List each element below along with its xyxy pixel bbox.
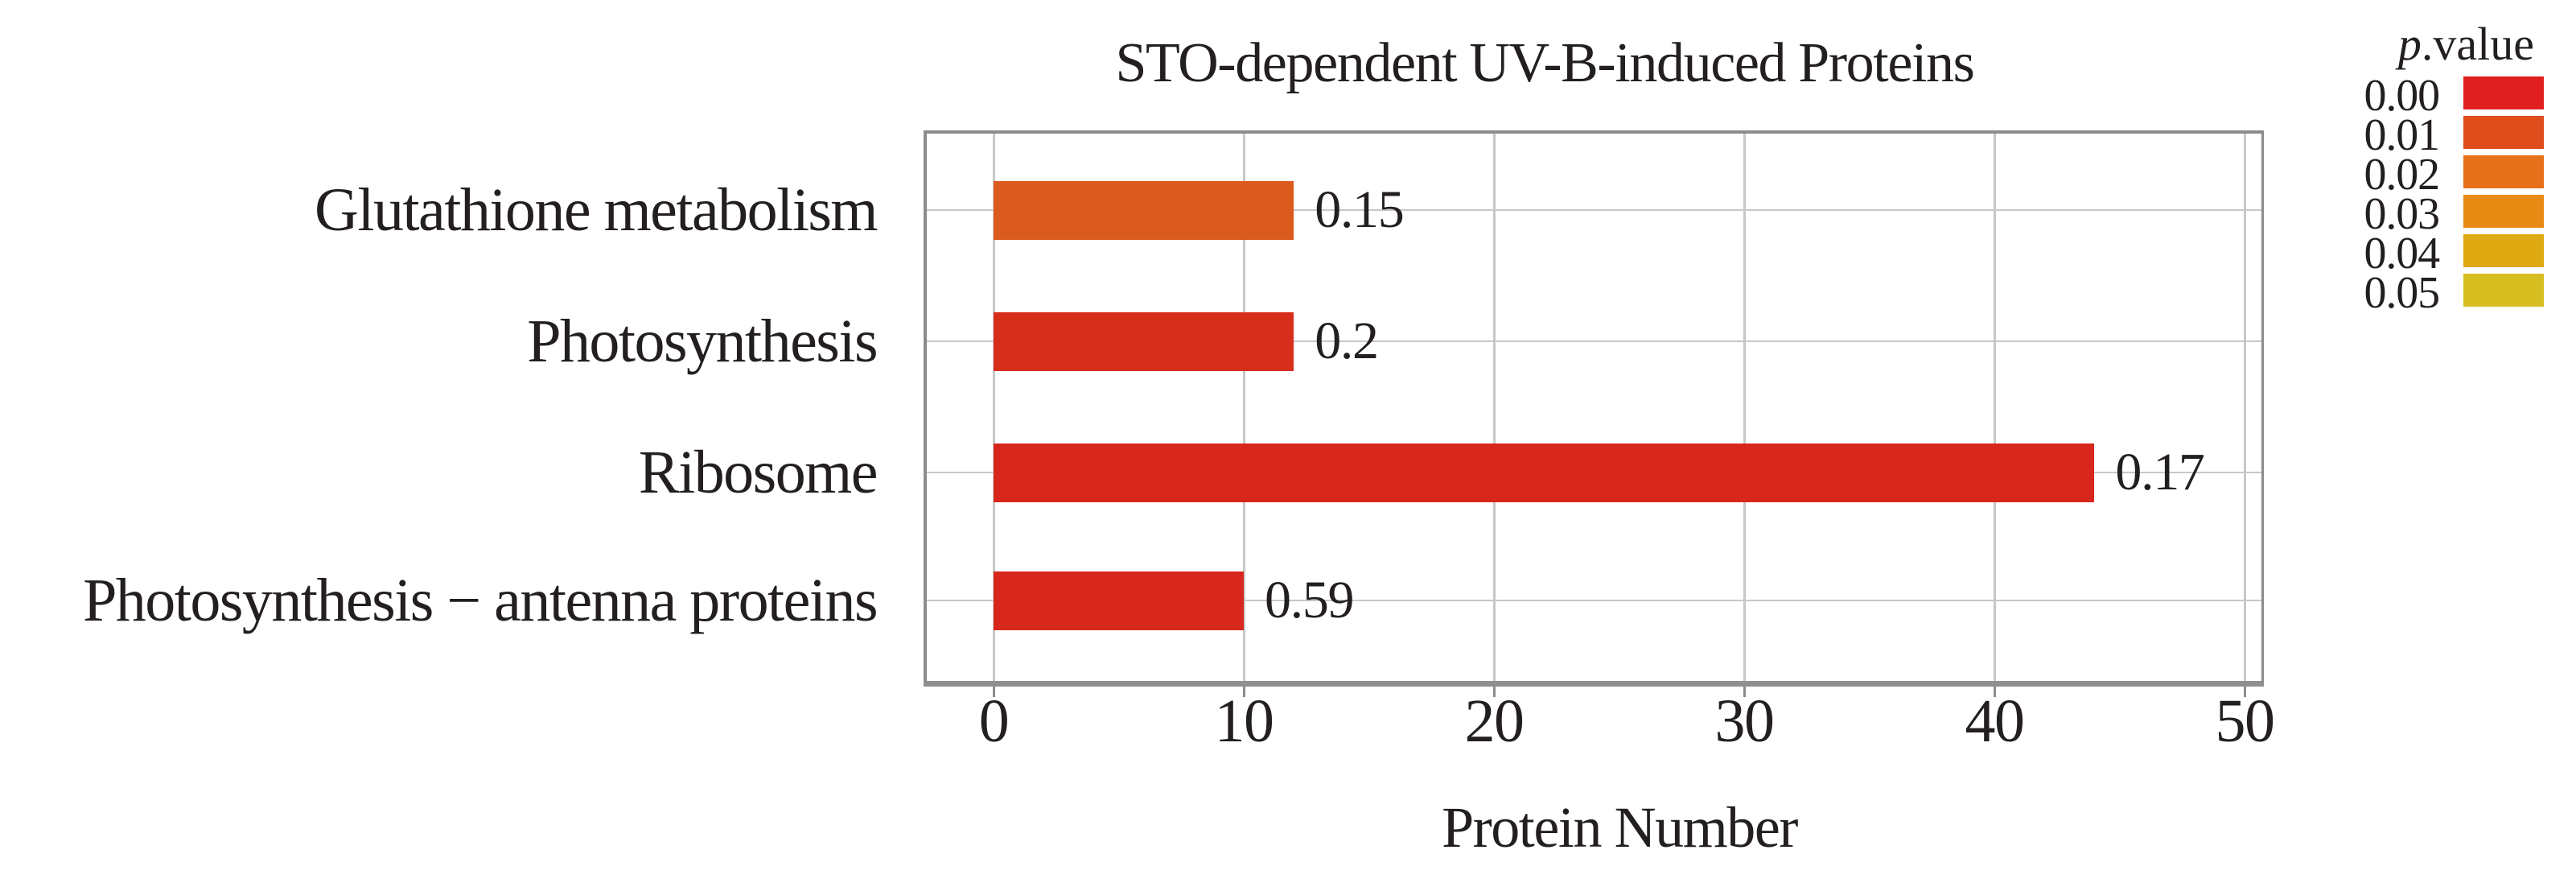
category-label-glutathione-metabolism: Glutathione metabolism	[315, 176, 879, 244]
gridline-x-20	[1493, 134, 1496, 681]
gridline-row-4	[927, 600, 2261, 601]
x-tick-mark-30	[1743, 687, 1746, 697]
x-tick-mark-40	[1994, 687, 1996, 697]
bar-value-label-ribosome: 0.17	[2115, 443, 2205, 501]
legend-title: p.value	[2293, 19, 2534, 69]
legend-swatch-0.00	[2463, 76, 2544, 109]
x-tick-label-40: 40	[1965, 687, 2025, 755]
legend-label-0.01: 0.01	[2364, 110, 2440, 160]
bar-glutathione-metabolism	[994, 180, 1294, 240]
legend-swatch-0.04	[2463, 234, 2544, 267]
bar-value-label-photosynthesis-antenna-proteins: 0.59	[1265, 571, 1355, 629]
legend-swatch-0.03	[2463, 195, 2544, 228]
gridline-x-30	[1743, 134, 1746, 681]
plot-border-left	[924, 130, 927, 687]
x-tick-label-10: 10	[1214, 687, 1274, 755]
bar-value-label-photosynthesis: 0.2	[1315, 311, 1379, 370]
bar-photosynthesis	[994, 311, 1294, 371]
x-tick-label-50: 50	[2215, 687, 2275, 755]
gridline-x-50	[2244, 134, 2246, 681]
category-label-ribosome: Ribosome	[638, 439, 879, 506]
bar-photosynthesis-antenna-proteins	[994, 571, 1244, 630]
gridline-x-0	[993, 134, 995, 681]
legend-label-0.02: 0.02	[2364, 150, 2440, 200]
x-tick-mark-0	[993, 687, 995, 697]
x-tick-mark-10	[1243, 687, 1245, 697]
category-label-photosynthesis: Photosynthesis	[527, 307, 878, 375]
category-label-photosynthesis-antenna-proteins: Photosynthesis − antenna proteins	[83, 567, 878, 634]
x-tick-mark-50	[2244, 687, 2246, 697]
x-tick-label-20: 20	[1464, 687, 1525, 755]
plot-border-bottom	[924, 681, 2264, 687]
x-tick-label-0: 0	[978, 687, 1010, 755]
gridline-row-1	[927, 209, 2261, 211]
legend-label-0.05: 0.05	[2364, 268, 2440, 318]
legend-swatch-0.02	[2463, 155, 2544, 188]
legend-swatch-0.05	[2463, 274, 2544, 307]
gridline-x-10	[1243, 134, 1245, 681]
gridline-row-2	[927, 340, 2261, 342]
x-axis-title: Protein Number	[1442, 795, 1798, 860]
chart-title: STO-dependent UV-B-induced Proteins	[1115, 32, 1975, 94]
legend-label-0.04: 0.04	[2364, 229, 2440, 278]
plot-border-top	[924, 130, 2264, 134]
gridline-x-40	[1994, 134, 1996, 681]
legend-title-pvalue-rest: .value	[2421, 18, 2534, 70]
plot-border-right	[2261, 130, 2264, 687]
legend-title-pvalue-p: p	[2397, 18, 2422, 70]
x-tick-label-30: 30	[1714, 687, 1775, 755]
plot-area: 0.15 0.2 0.17 0.59	[924, 130, 2264, 687]
bar-ribosome	[994, 443, 2095, 502]
legend-swatch-0.01	[2463, 116, 2544, 149]
legend-label-0.03: 0.03	[2364, 189, 2440, 239]
x-tick-mark-20	[1493, 687, 1496, 697]
legend-label-0.00: 0.00	[2364, 71, 2440, 121]
bar-value-label-glutathione-metabolism: 0.15	[1315, 180, 1405, 239]
